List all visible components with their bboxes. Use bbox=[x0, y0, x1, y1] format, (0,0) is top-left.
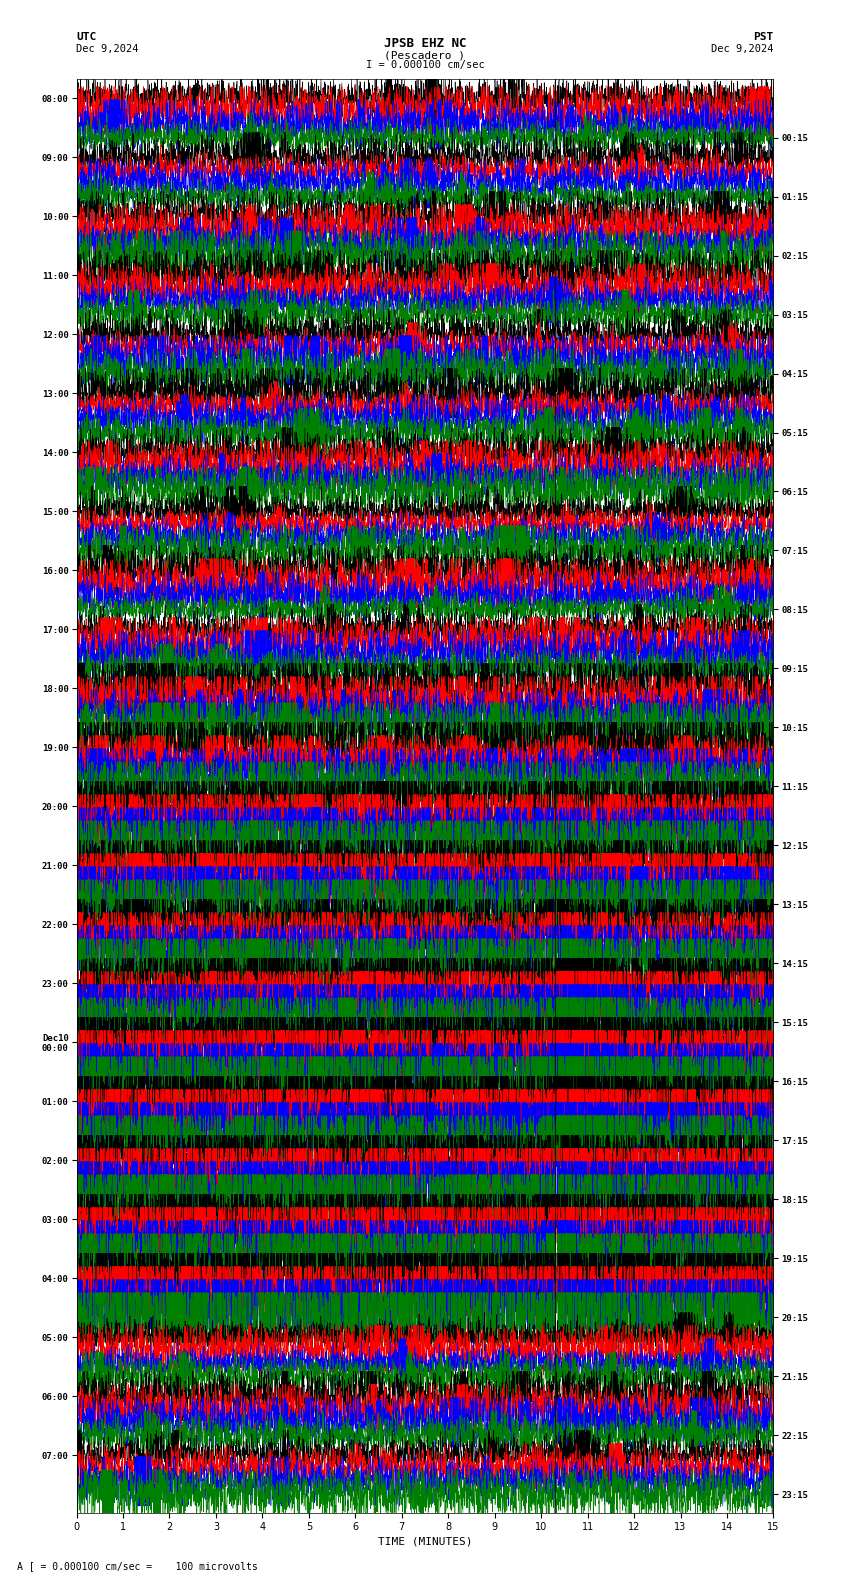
Text: I = 0.000100 cm/sec: I = 0.000100 cm/sec bbox=[366, 60, 484, 70]
Text: (Pescadero ): (Pescadero ) bbox=[384, 51, 466, 60]
Text: PST: PST bbox=[753, 32, 774, 41]
Text: JPSB EHZ NC: JPSB EHZ NC bbox=[383, 36, 467, 49]
Text: UTC: UTC bbox=[76, 32, 97, 41]
Text: Dec 9,2024: Dec 9,2024 bbox=[76, 44, 139, 54]
X-axis label: TIME (MINUTES): TIME (MINUTES) bbox=[377, 1536, 473, 1546]
Text: Dec 9,2024: Dec 9,2024 bbox=[711, 44, 774, 54]
Text: A [ = 0.000100 cm/sec =    100 microvolts: A [ = 0.000100 cm/sec = 100 microvolts bbox=[17, 1562, 258, 1571]
